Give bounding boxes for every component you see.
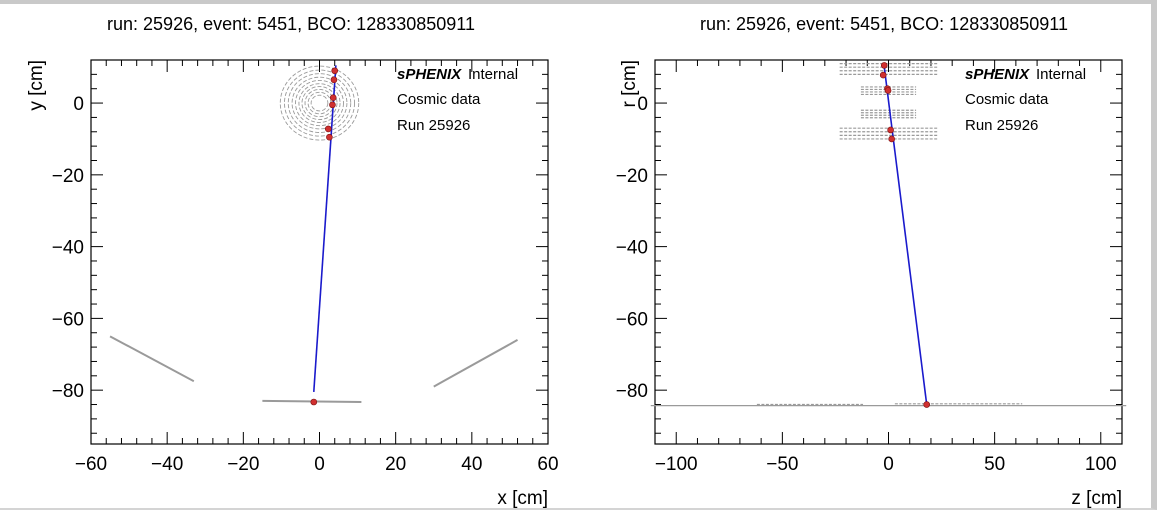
y-axis-label: r [cm] xyxy=(619,60,640,108)
x-axis-label: x [cm] xyxy=(497,488,548,509)
chart-zr-view: −100 −50 0 50 100 −80 −60 −40 −20 0 run: 25926, e… xyxy=(616,14,1127,509)
legend-line-run: Run 25926 xyxy=(397,117,470,134)
plot-area: −60 −40 −20 0 20 40 60 −80 −60 −40 −20 0 xyxy=(52,59,559,475)
x-tick-label: 20 xyxy=(385,454,406,475)
detector-panel xyxy=(109,335,195,383)
hit-point xyxy=(879,71,887,79)
hit-point xyxy=(884,87,892,94)
x-tick-label: 60 xyxy=(537,454,558,475)
detector-layer-ring xyxy=(291,76,348,130)
x-axis-label: z [cm] xyxy=(1071,488,1122,509)
y-tick-label: −20 xyxy=(52,166,84,187)
hit-point xyxy=(326,133,333,141)
plot-frame xyxy=(90,59,549,445)
x-tick-label: −60 xyxy=(75,454,107,475)
y-tick-label: −20 xyxy=(616,166,648,187)
hit-point xyxy=(329,101,336,109)
detector-layer-ring xyxy=(284,69,355,137)
y-tick-label: −40 xyxy=(52,238,84,259)
detector-layer-ring xyxy=(298,83,341,123)
chart-xy-view: −60 −40 −20 0 20 40 60 −80 −60 −40 −20 0 run: 25926… xyxy=(26,14,559,509)
legend-brand: sPHENIX xyxy=(397,66,462,83)
y-tick-label: −60 xyxy=(616,309,648,330)
hit-point xyxy=(329,94,337,101)
x-tick-label: 0 xyxy=(314,454,325,475)
detector-panel xyxy=(433,339,519,388)
hit-point xyxy=(880,62,888,69)
hit-point xyxy=(923,401,931,408)
x-tick-label: 50 xyxy=(984,454,1005,475)
y-tick-label: 0 xyxy=(73,94,84,115)
y-tick-label: 0 xyxy=(637,94,648,115)
legend-brand: sPHENIX xyxy=(965,66,1030,83)
chart-title: run: 25926, event: 5451, BCO: 1283308509… xyxy=(107,14,475,34)
hit-point xyxy=(324,125,332,133)
track-line xyxy=(883,63,928,405)
legend-line-data: Cosmic data xyxy=(397,91,481,108)
legend-line-internal: Internal xyxy=(468,66,518,83)
track-line xyxy=(312,65,337,393)
detector-layer-ring xyxy=(301,86,338,121)
legend-line-internal: Internal xyxy=(1036,66,1086,83)
x-tick-label: 100 xyxy=(1085,454,1117,475)
detector-geometry xyxy=(650,62,1127,407)
x-tick-label: −20 xyxy=(227,454,259,475)
y-tick-label: −80 xyxy=(616,381,648,402)
x-tick-label: −40 xyxy=(151,454,183,475)
hit-point xyxy=(331,67,339,75)
legend-line-data: Cosmic data xyxy=(965,91,1049,108)
detector-layer-ring xyxy=(304,88,335,118)
chart-title: run: 25926, event: 5451, BCO: 1283308509… xyxy=(700,14,1068,34)
y-tick-label: −60 xyxy=(52,309,84,330)
hit-point xyxy=(330,76,338,84)
plot-area: −100 −50 0 50 100 −80 −60 −40 −20 0 xyxy=(616,59,1127,475)
y-tick-label: −80 xyxy=(52,381,84,402)
x-tick-label: 40 xyxy=(461,454,482,475)
hit-point xyxy=(888,135,895,143)
hit-point xyxy=(310,398,318,406)
y-tick-label: −40 xyxy=(616,238,648,259)
x-tick-label: 0 xyxy=(883,454,894,475)
detector-layer-ring xyxy=(287,73,352,133)
x-tick-label: −100 xyxy=(655,454,698,475)
x-tick-label: −50 xyxy=(766,454,798,475)
y-axis-label: y [cm] xyxy=(26,60,47,111)
detector-layer-ring xyxy=(279,65,360,141)
detector-layer-ring xyxy=(310,94,329,112)
legend-line-run: Run 25926 xyxy=(965,117,1038,134)
detector-layer-ring xyxy=(295,80,344,127)
hit-point xyxy=(887,126,894,134)
